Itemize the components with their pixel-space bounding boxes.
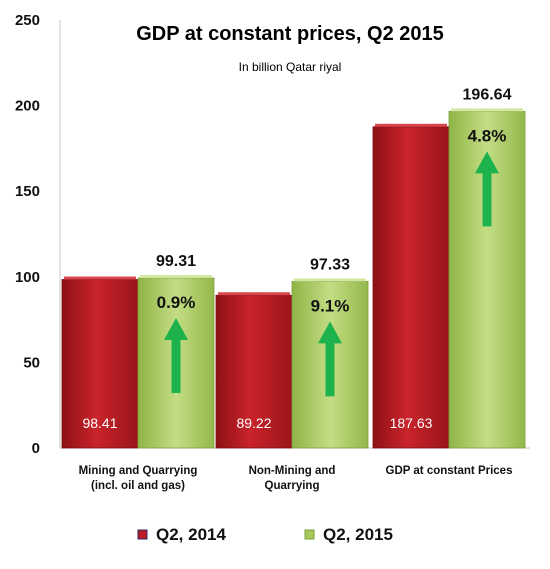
growth-label: 9.1%: [311, 296, 350, 315]
bar-top-face: [294, 278, 366, 282]
y-tick-label: 0: [32, 440, 40, 457]
growth-up-arrow-icon: [475, 151, 499, 227]
bar-top-face: [140, 274, 212, 278]
chart-subtitle: In billion Qatar riyal: [239, 60, 342, 74]
y-tick-label: 250: [15, 12, 40, 29]
bar-top-face: [218, 292, 290, 296]
y-tick-label: 150: [15, 183, 40, 200]
data-label-q2-2015: 99.31: [156, 253, 196, 270]
bar-top-face: [451, 108, 523, 112]
bar-q2-2014: [215, 294, 293, 449]
legend-label: Q2, 2015: [323, 525, 393, 544]
bar-q2-2014: [372, 126, 450, 449]
bars: 98.41 99.31 0.9% 89.22 97.33 9.1% 187.63 196.64…: [61, 86, 526, 449]
growth-up-arrow-icon: [164, 317, 188, 393]
x-category-label: Non-Mining and: [249, 465, 336, 477]
x-category-label: Quarrying: [265, 480, 320, 492]
y-tick-label: 100: [15, 269, 40, 286]
legend-label: Q2, 2014: [156, 525, 226, 544]
x-axis-categories: Mining and Quarrying (incl. oil and gas) N…: [79, 465, 513, 492]
data-label-q2-2014: 98.41: [82, 415, 117, 431]
y-tick-label: 50: [23, 354, 40, 371]
data-label-q2-2015: 97.33: [310, 256, 350, 273]
y-tick-label: 200: [15, 98, 40, 115]
data-label-q2-2014: 89.22: [236, 415, 271, 431]
y-axis-ticks: 0 50 100 150 200 250: [15, 12, 40, 457]
legend: Q2, 2014 Q2, 2015: [137, 525, 393, 544]
chart-title: GDP at constant prices, Q2 2015: [136, 23, 444, 45]
legend-swatch: [304, 529, 315, 540]
growth-up-arrow-icon: [318, 321, 342, 397]
x-category-label: (incl. oil and gas): [91, 480, 185, 492]
x-category-label: GDP at constant Prices: [386, 465, 513, 477]
bar-top-face: [375, 123, 447, 127]
data-label-q2-2014: 187.63: [390, 415, 433, 431]
x-category-label: Mining and Quarrying: [79, 465, 198, 477]
growth-label: 4.8%: [468, 126, 507, 145]
data-label-q2-2015: 196.64: [463, 86, 512, 103]
legend-swatch: [137, 529, 148, 540]
bar-top-face: [64, 276, 136, 280]
bar-q2-2014: [61, 279, 139, 449]
growth-label: 0.9%: [157, 293, 196, 312]
